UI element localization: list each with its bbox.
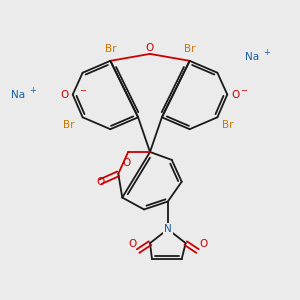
Text: Br: Br (184, 44, 195, 54)
Text: O: O (146, 43, 154, 53)
Text: O: O (231, 89, 239, 100)
Text: O: O (128, 239, 136, 249)
Text: Na: Na (11, 89, 26, 100)
Text: Br: Br (63, 120, 74, 130)
Text: O: O (200, 239, 208, 249)
Text: +: + (29, 86, 36, 95)
Text: −: − (79, 86, 86, 95)
Text: −: − (240, 86, 247, 95)
Text: +: + (263, 48, 270, 57)
Text: O: O (61, 89, 69, 100)
Text: O: O (122, 158, 130, 168)
Text: N: N (164, 224, 172, 234)
Text: Br: Br (105, 44, 116, 54)
Text: Na: Na (245, 52, 259, 62)
Text: Br: Br (221, 120, 233, 130)
Text: O: O (96, 177, 105, 187)
